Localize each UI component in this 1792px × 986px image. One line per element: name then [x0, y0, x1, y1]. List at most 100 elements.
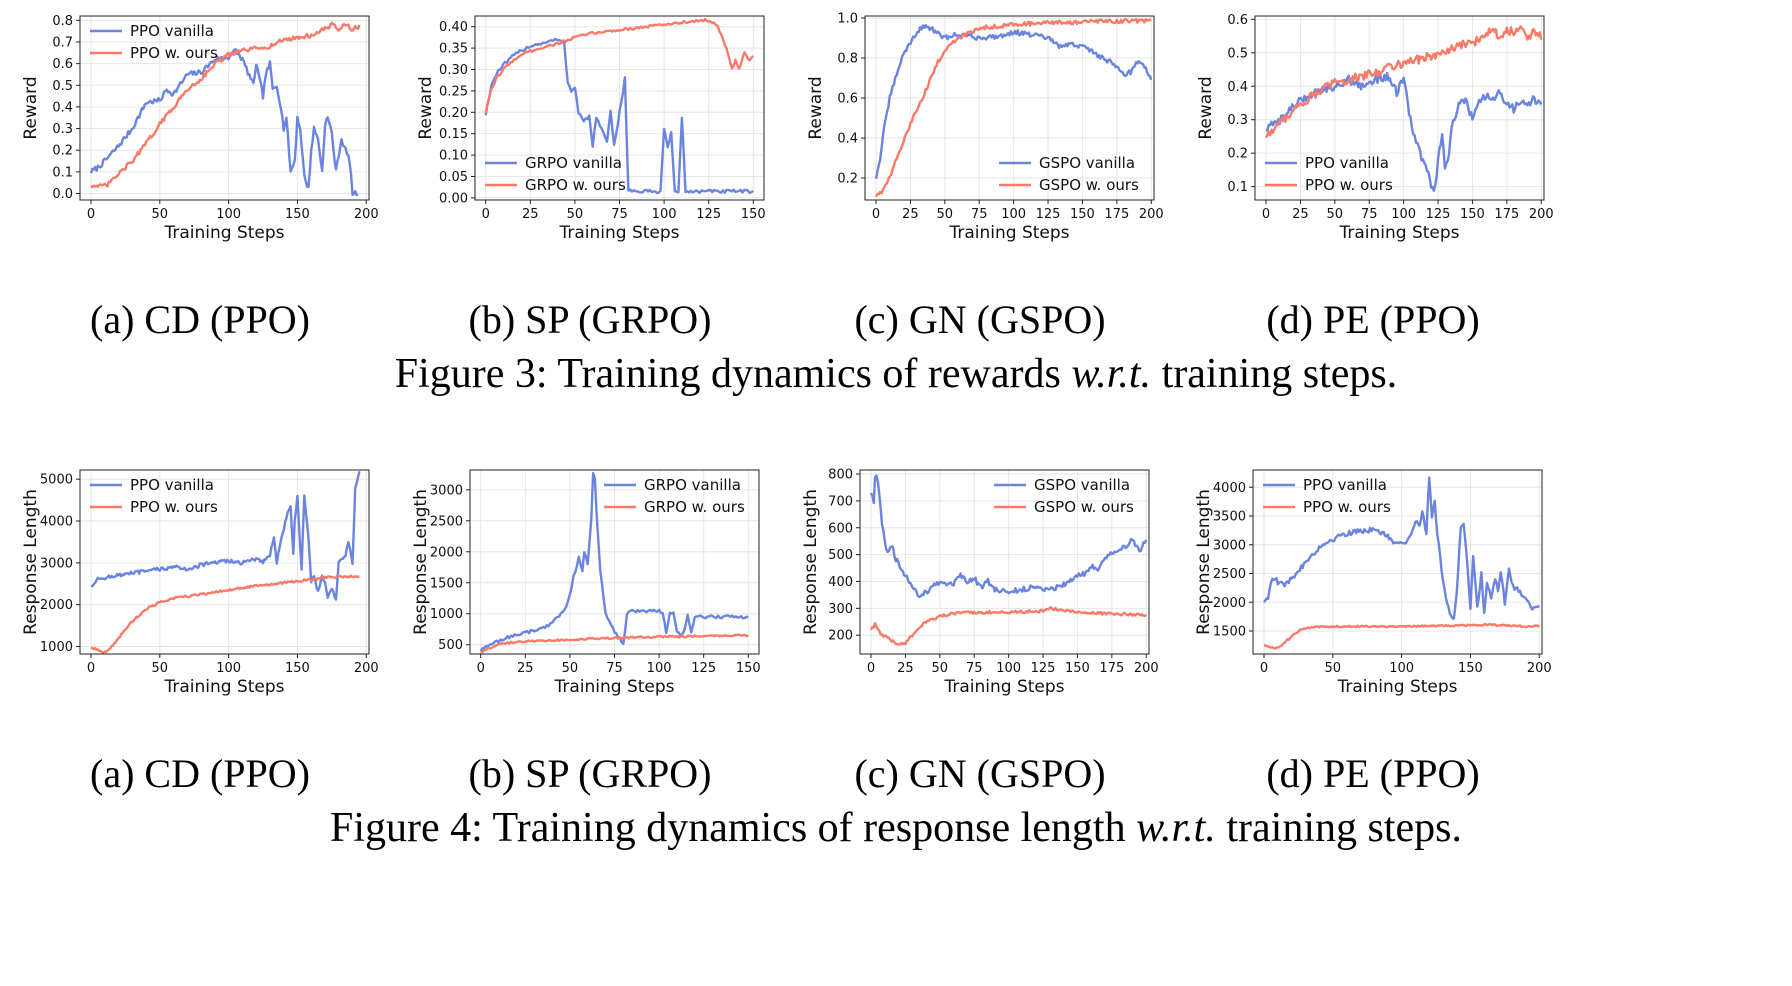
legend-label: PPO w. ours: [1305, 176, 1393, 194]
y-tick-label: 700: [828, 494, 853, 509]
y-tick-label: 0.3: [52, 122, 73, 137]
x-tick-label: 50: [932, 661, 949, 676]
y-tick-label: 0.6: [52, 57, 73, 72]
x-tick-label: 100: [1001, 207, 1026, 222]
y-tick-label: 1.0: [837, 12, 858, 27]
x-tick-label: 150: [736, 661, 761, 676]
x-tick-label: 100: [652, 207, 677, 222]
legend: PPO vanilla PPO w. ours: [90, 22, 218, 62]
y-tick-label: 1500: [1213, 625, 1246, 640]
figure-3-caption: Figure 3: Training dynamics of rewards w…: [0, 350, 1792, 398]
x-tick-label: 150: [1070, 207, 1095, 222]
x-tick-label: 50: [152, 207, 169, 222]
plot-frame: [79, 15, 370, 201]
grid-lines: [1255, 16, 1544, 200]
figure-3-caption-suffix: training steps.: [1151, 351, 1398, 397]
subcaption-f3d: (d) PE (PPO): [1266, 297, 1480, 342]
x-tick-label: 25: [1292, 207, 1309, 222]
plot-frame: [79, 469, 370, 655]
x-tick-label: 50: [152, 661, 169, 676]
y-tick-label: 600: [828, 521, 853, 536]
legend-label: PPO w. ours: [1303, 498, 1391, 516]
y-tick-label: 0.30: [439, 63, 468, 78]
x-axis-label: Training Steps: [1336, 677, 1457, 697]
y-axis-label: Response Length: [1194, 489, 1214, 635]
y-axis-label: Response Length: [411, 489, 431, 635]
x-tick-label: 25: [902, 207, 919, 222]
y-tick-label: 0.3: [1227, 113, 1248, 128]
y-tick-label: 0.7: [52, 35, 73, 50]
legend: GRPO vanilla GRPO w. ours: [604, 476, 745, 516]
x-tick-label: 75: [966, 661, 983, 676]
series-line-ours: [90, 21, 361, 189]
chart-length-pe-ppo: 0 50 100 150 200 1500 2000 2500 3000 3500 4000 Trai…: [1193, 462, 1552, 712]
plot-frame: [1252, 469, 1543, 655]
y-axis-label: Reward: [806, 76, 826, 139]
x-axis-label: Training Steps: [553, 677, 674, 697]
y-tick-label: 0.25: [439, 84, 468, 99]
y-tick-label: 0.20: [439, 106, 468, 121]
y-tick-label: 1000: [430, 607, 463, 622]
grid-lines: [1253, 470, 1542, 654]
y-tick-label: 0.8: [837, 52, 858, 67]
x-tick-label: 75: [606, 661, 623, 676]
x-tick-label: 0: [1262, 207, 1270, 222]
y-tick-label: 0.6: [837, 92, 858, 107]
x-tick-label: 0: [872, 207, 880, 222]
y-tick-label: 3000: [1213, 538, 1246, 553]
y-tick-label: 500: [438, 638, 463, 653]
subcaption-f4d: (d) PE (PPO): [1266, 751, 1480, 796]
chart-svg-f3c: 0 25 50 75 100 125 150 175 200 0.2 0.4 0.6 0.8 1.0 Tra…: [806, 12, 1164, 244]
legend: GRPO vanilla GRPO w. ours: [485, 154, 626, 194]
figure-4-caption-suffix: training steps.: [1215, 805, 1462, 851]
y-tick-label: 0.4: [837, 132, 858, 147]
series-line-ours: [869, 606, 1148, 646]
y-tick-label: 0.05: [439, 170, 468, 185]
x-tick-label: 0: [1260, 661, 1268, 676]
x-axis-label: Training Steps: [1338, 223, 1459, 243]
y-tick-label: 0.2: [1227, 147, 1248, 162]
legend-label: PPO vanilla: [1305, 154, 1389, 172]
x-tick-label: 125: [1031, 661, 1056, 676]
figure-4-caption-italic: w.r.t.: [1136, 805, 1216, 851]
x-axis-label: Training Steps: [943, 677, 1064, 697]
legend-label: GSPO vanilla: [1034, 476, 1130, 494]
chart-length-gn-gspo: 0 25 50 75 100 125 150 175 200 200 300 400 500 600 700…: [800, 462, 1159, 712]
series-line-vanilla: [479, 471, 749, 652]
legend: GSPO vanilla GSPO w. ours: [994, 476, 1134, 516]
y-tick-label: 3000: [40, 556, 73, 571]
legend-label: PPO w. ours: [130, 44, 218, 62]
x-tick-label: 50: [567, 207, 584, 222]
x-tick-label: 100: [216, 661, 241, 676]
y-tick-label: 0.8: [52, 14, 73, 29]
x-tick-label: 75: [971, 207, 988, 222]
x-tick-label: 50: [937, 207, 954, 222]
x-tick-label: 75: [1361, 207, 1378, 222]
legend-label: PPO w. ours: [130, 498, 218, 516]
figure-4-caption: Figure 4: Training dynamics of response …: [0, 804, 1792, 852]
x-tick-label: 150: [741, 207, 766, 222]
x-tick-label: 125: [1036, 207, 1061, 222]
x-tick-label: 50: [1325, 661, 1342, 676]
chart-svg-f3a: 0 50 100 150 200 0.0 0.1 0.2 0.3 0.4 0.5 0.6 0.7 0.8 T…: [21, 14, 379, 243]
y-tick-label: 0.2: [837, 172, 858, 187]
subcaption-f3a: (a) CD (PPO): [90, 297, 310, 342]
x-tick-label: 125: [691, 661, 716, 676]
x-tick-label: 50: [562, 661, 579, 676]
grid-lines: [860, 470, 1149, 654]
figure-4-caption-prefix: Figure 4: Training dynamics of response …: [329, 805, 1137, 851]
x-tick-label: 200: [1134, 661, 1159, 676]
subcaption-f4c: (c) GN (GSPO): [854, 751, 1106, 796]
x-tick-label: 175: [1104, 207, 1129, 222]
y-tick-label: 2000: [430, 545, 463, 560]
x-tick-label: 150: [1458, 661, 1483, 676]
chart-length-cd-ppo: 0 50 100 150 200 1000 2000 3000 4000 5000 Training…: [20, 462, 379, 712]
x-axis-label: Training Steps: [558, 223, 679, 243]
x-tick-label: 100: [216, 207, 241, 222]
legend-label: GSPO w. ours: [1039, 176, 1139, 194]
y-tick-label: 0.1: [1227, 180, 1248, 195]
y-axis-label: Response Length: [801, 489, 821, 635]
x-tick-label: 0: [482, 207, 490, 222]
x-tick-label: 200: [354, 207, 379, 222]
